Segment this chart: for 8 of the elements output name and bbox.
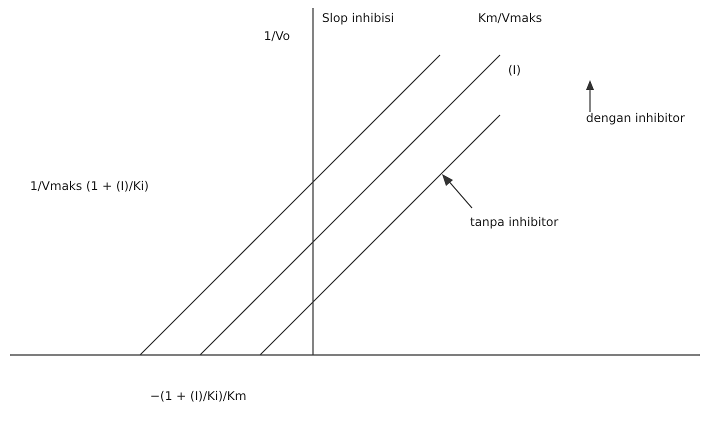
text: Slop inhibisi <box>322 11 394 25</box>
y-axis-title: 1/Vo <box>264 29 290 43</box>
annotation: 1/Vmaks (1 + (I)/Ki) <box>30 179 149 193</box>
text: Km/Vmaks <box>478 11 542 25</box>
annotation: (I) <box>508 63 521 77</box>
text: −(1 + (I)/Ki)/Km <box>150 389 246 403</box>
annotation: tanpa inhibitor <box>470 215 558 229</box>
annotation: dengan inhibitor <box>586 111 685 125</box>
